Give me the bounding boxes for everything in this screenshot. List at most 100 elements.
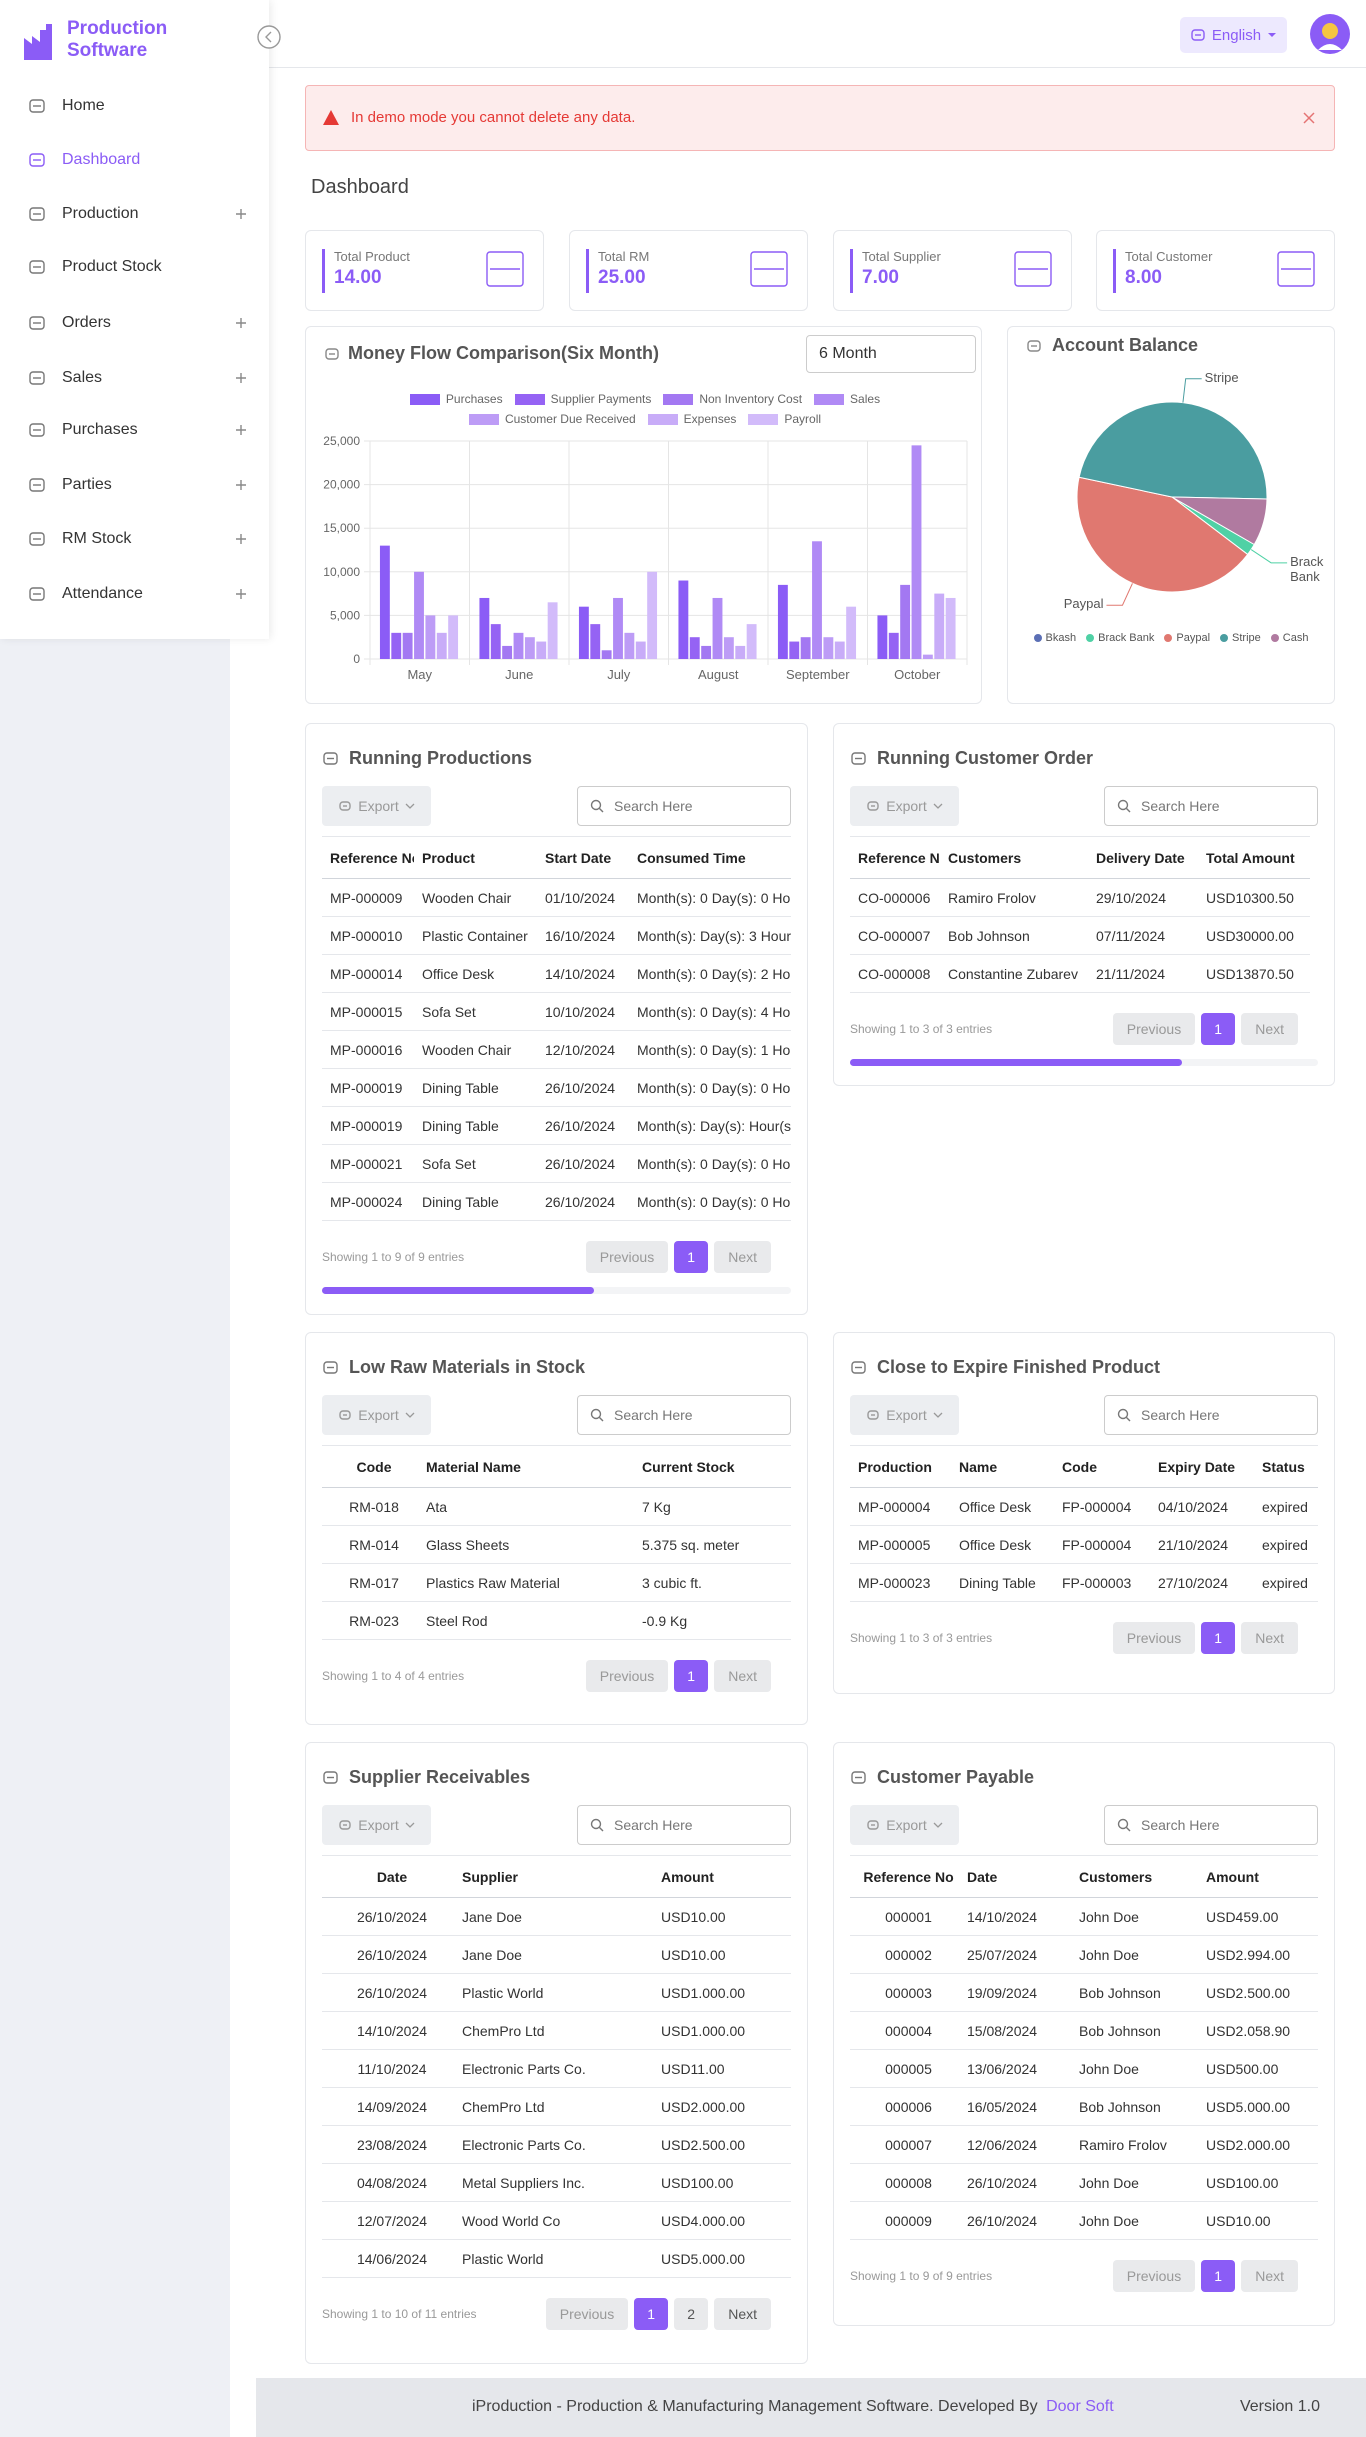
page-previous[interactable]: Previous bbox=[585, 1660, 669, 1692]
language-button[interactable]: English bbox=[1180, 17, 1287, 53]
table-cell: Sofa Set bbox=[414, 1144, 537, 1183]
page-number[interactable]: 1 bbox=[1201, 2260, 1236, 2292]
legend-swatch bbox=[1086, 634, 1095, 642]
icon bbox=[24, 24, 52, 60]
table-cell: 000001 bbox=[850, 1897, 959, 1936]
export-button[interactable]: Export bbox=[850, 786, 959, 826]
menu-item[interactable]: Product Stock bbox=[0, 247, 269, 287]
column-header: Reference No bbox=[322, 836, 414, 879]
legend-swatch bbox=[1033, 634, 1042, 642]
pagination: Previous 1 2 Next bbox=[545, 2298, 771, 2330]
icon[interactable] bbox=[1302, 111, 1316, 125]
menu-item[interactable]: Purchases bbox=[0, 410, 269, 450]
page-next[interactable]: Next bbox=[1241, 2260, 1298, 2292]
table-cell: Jane Doe bbox=[454, 1897, 653, 1936]
stat-bar bbox=[1113, 249, 1116, 293]
table-cell: 04/10/2024 bbox=[1150, 1487, 1254, 1526]
table-card: Running Customer Order Export Search Here R… bbox=[833, 723, 1335, 1086]
table-cell: 26/10/2024 bbox=[322, 1897, 454, 1936]
page-next[interactable]: Next bbox=[714, 2298, 771, 2330]
table-cell: Metal Suppliers Inc. bbox=[454, 2163, 653, 2202]
data-table: Reference No Product Start Date Consumed Ti… bbox=[322, 836, 791, 1221]
table-cell: Month(s): 0 Day(s): 0 Hou bbox=[629, 1068, 791, 1107]
page-previous[interactable]: Previous bbox=[545, 2298, 629, 2330]
page-next[interactable]: Next bbox=[1241, 1622, 1298, 1654]
table-cell: MP-000016 bbox=[322, 1030, 414, 1069]
page-next[interactable]: Next bbox=[714, 1241, 771, 1273]
data-table: Production Name Code Expiry Date Status MP-00… bbox=[850, 1445, 1318, 1602]
export-button[interactable]: Export bbox=[322, 786, 431, 826]
page-previous[interactable]: Previous bbox=[1112, 2260, 1196, 2292]
page-number[interactable]: 1 bbox=[1201, 1622, 1236, 1654]
search-box[interactable]: Search Here bbox=[577, 1395, 791, 1435]
menu-item[interactable]: Attendance bbox=[0, 574, 269, 614]
table-cell: USD2.500.00 bbox=[653, 2125, 791, 2164]
page-number[interactable]: 1 bbox=[1201, 1013, 1236, 1045]
menu-item[interactable]: RM Stock bbox=[0, 519, 269, 559]
page-next[interactable]: Next bbox=[1241, 1013, 1298, 1045]
table-cell: 26/10/2024 bbox=[959, 2201, 1071, 2240]
export-button[interactable]: Export bbox=[850, 1805, 959, 1845]
menu-item[interactable]: Home bbox=[0, 86, 269, 126]
menu-label: Parties bbox=[62, 476, 112, 493]
period-select[interactable]: 6 Month bbox=[806, 335, 976, 373]
table-cell: 26/10/2024 bbox=[322, 1935, 454, 1974]
search-box[interactable]: Search Here bbox=[1104, 1395, 1318, 1435]
table-cell: Plastic Container bbox=[414, 916, 537, 955]
page-number[interactable]: 1 bbox=[674, 1241, 709, 1273]
menu-item[interactable]: Production bbox=[0, 194, 269, 234]
footer-link[interactable]: Door Soft bbox=[1046, 2398, 1114, 2415]
export-label: Export bbox=[358, 1407, 399, 1423]
menu-item[interactable]: Orders bbox=[0, 303, 269, 343]
legend-item: Purchases bbox=[409, 392, 503, 406]
page-previous[interactable]: Previous bbox=[1112, 1013, 1196, 1045]
search-placeholder: Search Here bbox=[614, 798, 693, 814]
table-cell: RM-018 bbox=[322, 1487, 418, 1526]
table-cell: 04/08/2024 bbox=[322, 2163, 454, 2202]
table-row: 14/09/2024 ChemPro Ltd USD2.000.00 bbox=[322, 2087, 791, 2126]
table-cell: USD5.000.00 bbox=[653, 2239, 791, 2278]
search-box[interactable]: Search Here bbox=[577, 1805, 791, 1845]
export-button[interactable]: Export bbox=[322, 1805, 431, 1845]
column-header: Consumed Time bbox=[629, 836, 791, 879]
search-box[interactable]: Search Here bbox=[577, 786, 791, 826]
table-cell: 21/10/2024 bbox=[1150, 1525, 1254, 1564]
page-next[interactable]: Next bbox=[714, 1660, 771, 1692]
menu-item[interactable]: Parties bbox=[0, 465, 269, 505]
table-cell: USD10.00 bbox=[1198, 2201, 1318, 2240]
icon-shape bbox=[339, 801, 351, 811]
footer-text: iProduction - Production & Manufacturing… bbox=[472, 2398, 1038, 2415]
search-box[interactable]: Search Here bbox=[1104, 1805, 1318, 1845]
table-cell: John Doe bbox=[1071, 1935, 1198, 1974]
icon-shape bbox=[486, 251, 524, 287]
page-number[interactable]: 1 bbox=[634, 2298, 669, 2330]
icon bbox=[29, 371, 45, 385]
table-cell: 26/10/2024 bbox=[537, 1182, 629, 1221]
table-info: Showing 1 to 3 of 3 entries bbox=[850, 1631, 993, 1645]
expand-icon bbox=[236, 209, 246, 219]
page-previous[interactable]: Previous bbox=[1112, 1622, 1196, 1654]
page-number[interactable]: 2 bbox=[674, 2298, 709, 2330]
table-cell: USD2.994.00 bbox=[1198, 1935, 1318, 1974]
icon bbox=[29, 153, 45, 167]
search-box[interactable]: Search Here bbox=[1104, 786, 1318, 826]
icon-shape bbox=[867, 1410, 879, 1420]
table-cell: RM-017 bbox=[322, 1563, 418, 1602]
export-button[interactable]: Export bbox=[322, 1395, 431, 1435]
page-number[interactable]: 1 bbox=[674, 1660, 709, 1692]
table-row: RM-014 Glass Sheets 5.375 sq. meter bbox=[322, 1525, 791, 1564]
table-info: Showing 1 to 9 of 9 entries bbox=[322, 1250, 465, 1264]
page-previous[interactable]: Previous bbox=[585, 1241, 669, 1273]
table-cell: Month(s): Day(s): 3 Hour bbox=[629, 916, 791, 955]
export-button[interactable]: Export bbox=[850, 1395, 959, 1435]
icon bbox=[1191, 29, 1205, 41]
language-label: English bbox=[1211, 26, 1262, 44]
column-header: Supplier bbox=[454, 1855, 653, 1898]
table-cell: 26/10/2024 bbox=[537, 1106, 629, 1145]
menu-item[interactable]: Dashboard bbox=[0, 140, 269, 180]
menu-item[interactable]: Sales bbox=[0, 358, 269, 398]
table-row: 000007 12/06/2024 Ramiro Frolov USD2.000.00 bbox=[850, 2125, 1318, 2164]
table-cell: 07/11/2024 bbox=[1088, 916, 1198, 955]
legend-label: Brack Bank bbox=[1098, 632, 1155, 644]
table-cell: 15/08/2024 bbox=[959, 2011, 1071, 2050]
